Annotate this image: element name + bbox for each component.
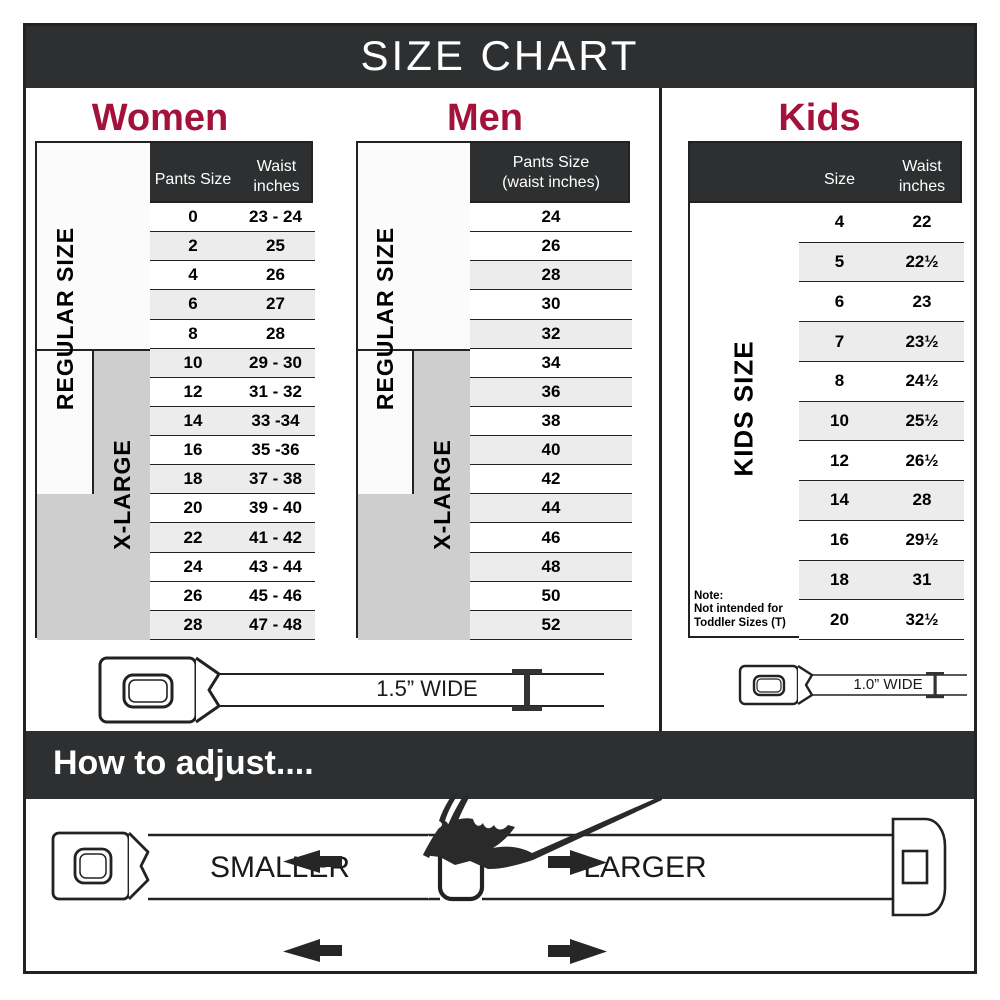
svg-text:1.0” WIDE: 1.0” WIDE [853,676,922,693]
svg-text:SMALLER: SMALLER [210,851,350,884]
svg-text:1.5” WIDE: 1.5” WIDE [376,676,477,701]
